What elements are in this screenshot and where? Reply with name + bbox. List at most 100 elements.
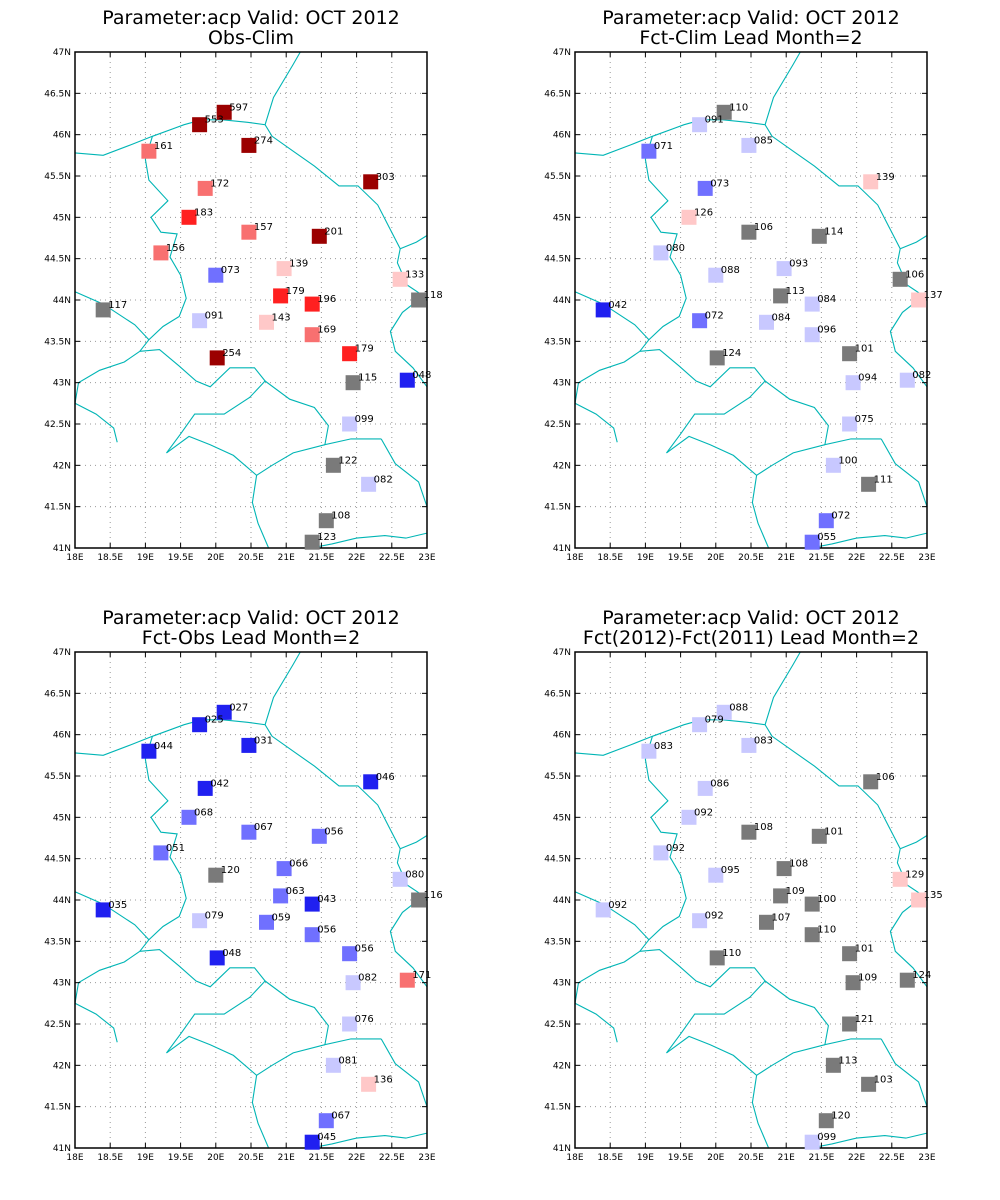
lat-tick-label: 45N	[53, 813, 71, 823]
station-marker: 100	[804, 894, 836, 912]
station-square	[192, 313, 208, 329]
station-square	[276, 861, 292, 877]
station-marker: 106	[863, 772, 895, 790]
station-marker: 082	[899, 370, 931, 388]
station-value-label: 092	[608, 900, 627, 911]
station-square	[709, 350, 725, 366]
station-value-label: 082	[374, 474, 393, 485]
station-value-label: 113	[786, 286, 805, 297]
station-value-label: 124	[912, 970, 931, 981]
station-marker: 123	[304, 532, 336, 550]
station-marker: 106	[741, 222, 773, 240]
station-value-label: 079	[205, 911, 224, 922]
station-marker: 085	[741, 135, 773, 153]
lat-tick-label: 44.5N	[44, 255, 71, 265]
station-square	[692, 717, 708, 733]
station-marker: 044	[141, 741, 173, 759]
station-value-label: 156	[166, 243, 185, 254]
lat-tick-label: 43.5N	[544, 937, 571, 947]
station-square	[595, 302, 611, 318]
lon-tick-label: 21.5E	[309, 1153, 335, 1163]
station-marker: 133	[392, 269, 424, 287]
station-square	[153, 245, 169, 261]
lat-tick-label: 43N	[553, 379, 571, 389]
station-marker: 114	[811, 226, 843, 244]
station-square	[892, 871, 908, 887]
lat-tick-label: 42.5N	[44, 1020, 71, 1030]
station-marker: 161	[141, 141, 173, 159]
station-square	[304, 296, 320, 312]
station-square	[892, 271, 908, 287]
station-value-label: 082	[912, 370, 931, 381]
border-line	[764, 980, 882, 1046]
border-line	[74, 950, 141, 1004]
station-marker: 171	[399, 970, 431, 988]
station-value-label: 120	[221, 865, 240, 876]
station-marker: 143	[259, 312, 291, 330]
lat-tick-label: 41N	[553, 1144, 571, 1154]
station-marker: 066	[276, 859, 308, 877]
station-marker: 092	[692, 911, 724, 929]
station-square	[342, 1016, 358, 1032]
station-value-label: 091	[205, 311, 224, 322]
station-value-label: 025	[205, 715, 224, 726]
lat-tick-label: 42N	[53, 1061, 71, 1071]
border-line	[310, 1132, 428, 1149]
station-value-label: 063	[286, 886, 305, 897]
station-marker: 067	[241, 822, 273, 840]
station-square	[208, 267, 224, 283]
station-square	[392, 871, 408, 887]
station-value-label: 100	[817, 894, 836, 905]
station-marker: 110	[716, 102, 748, 120]
station-marker: 056	[342, 944, 374, 962]
station-value-label: 066	[289, 859, 308, 870]
station-square	[411, 292, 427, 308]
station-square	[399, 372, 415, 388]
station-value-label: 110	[817, 925, 836, 936]
station-square	[342, 346, 358, 362]
station-marker: 071	[641, 141, 673, 159]
station-square	[804, 296, 820, 312]
station-value-label: 067	[331, 1111, 350, 1122]
station-value-label: 113	[838, 1055, 857, 1066]
lat-tick-label: 44N	[553, 296, 571, 306]
lat-tick-label: 47N	[53, 648, 71, 658]
lon-tick-label: 18E	[566, 1153, 583, 1163]
station-square	[241, 737, 257, 753]
border-line	[574, 950, 641, 1004]
station-square	[595, 902, 611, 918]
lat-tick-label: 46.5N	[544, 689, 571, 699]
station-marker: 121	[842, 1014, 874, 1032]
border-line	[74, 291, 150, 341]
lon-tick-label: 21.5E	[809, 553, 835, 563]
station-marker: 117	[95, 300, 127, 318]
station-value-label: 107	[772, 912, 791, 923]
station-square	[192, 117, 208, 133]
lon-tick-label: 20.5E	[738, 1153, 764, 1163]
lon-tick-label: 23E	[918, 553, 935, 563]
station-square	[241, 224, 257, 240]
station-marker: 172	[197, 178, 229, 196]
lat-tick-label: 46.5N	[44, 689, 71, 699]
station-marker: 101	[842, 944, 874, 962]
station-value-label: 196	[317, 294, 336, 305]
station-square	[304, 927, 320, 943]
station-marker: 059	[259, 912, 291, 930]
station-square	[304, 327, 320, 343]
border-line	[756, 444, 826, 476]
station-square	[259, 914, 274, 930]
station-value-label: 088	[721, 265, 740, 276]
lat-tick-label: 41N	[53, 1144, 71, 1154]
station-square	[741, 137, 757, 153]
station-marker: 079	[692, 715, 724, 733]
station-value-label: 080	[405, 869, 424, 880]
station-square	[641, 743, 657, 759]
station-square	[708, 267, 724, 283]
station-square	[259, 314, 274, 330]
station-marker: 088	[708, 265, 740, 283]
station-marker: 083	[741, 735, 773, 753]
lat-tick-label: 41.5N	[44, 503, 71, 513]
border-line	[139, 349, 266, 454]
station-square	[411, 892, 427, 908]
station-marker: 095	[708, 865, 740, 883]
